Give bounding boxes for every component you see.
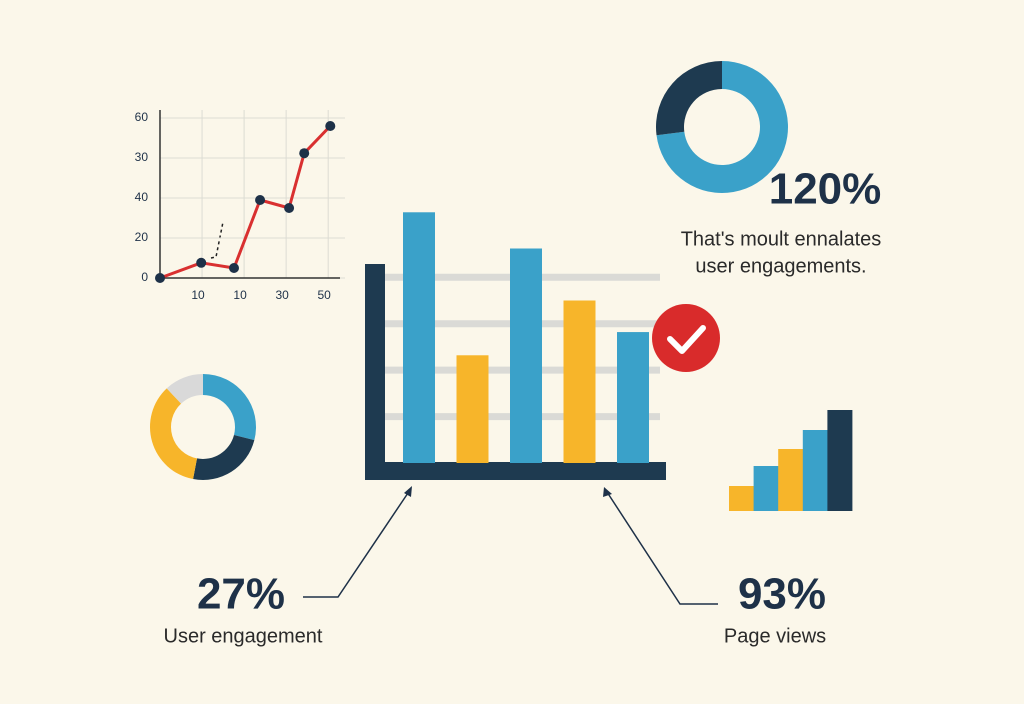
bar [563,300,596,463]
bar [753,466,779,511]
point [255,195,266,205]
bar [456,355,489,463]
bar [510,248,542,463]
donut-slice [656,61,788,193]
x-tick-label: 50 [318,288,332,302]
donut-slice [203,374,256,441]
bar [802,430,828,511]
bar-group [385,212,660,463]
donut-slice [193,434,255,480]
callout-text: User engagement [164,625,323,647]
point [299,148,310,159]
check-icon [667,325,706,354]
donut-slice [150,388,198,480]
y-tick-label: 40 [135,190,149,204]
point [284,203,295,213]
callout-figure: 93% [738,570,826,619]
arrow-head [404,486,412,497]
dashed-hint [210,221,224,259]
callout-figure: 27% [197,570,285,619]
bar [827,410,853,511]
point [229,263,239,273]
y-tick-label: 60 [135,110,149,124]
y-tick-label: 30 [135,150,149,164]
axis-post [365,264,385,480]
point [196,257,207,268]
donut-slice [656,61,722,136]
x-tick-label: 30 [275,288,289,302]
point [155,273,165,283]
callout-text: user engagements. [695,255,866,277]
arrow [606,491,718,605]
arrow-head [603,487,612,497]
x-tick-label: 10 [191,288,205,302]
bar [729,486,754,511]
check-badge [652,304,720,372]
bar [403,212,435,463]
callout-text: That's moult ennalates [681,228,882,250]
donut-slice [166,374,203,404]
point [325,121,336,131]
arrow [303,489,411,598]
axis-base [365,462,666,480]
x-tick-label: 10 [233,288,247,302]
callout-text: Page views [724,625,826,647]
y-tick-label: 0 [141,270,148,284]
bar [617,332,649,463]
y-tick-label: 20 [135,230,149,244]
bar [778,449,804,511]
callout-figure: 120% [769,165,882,214]
